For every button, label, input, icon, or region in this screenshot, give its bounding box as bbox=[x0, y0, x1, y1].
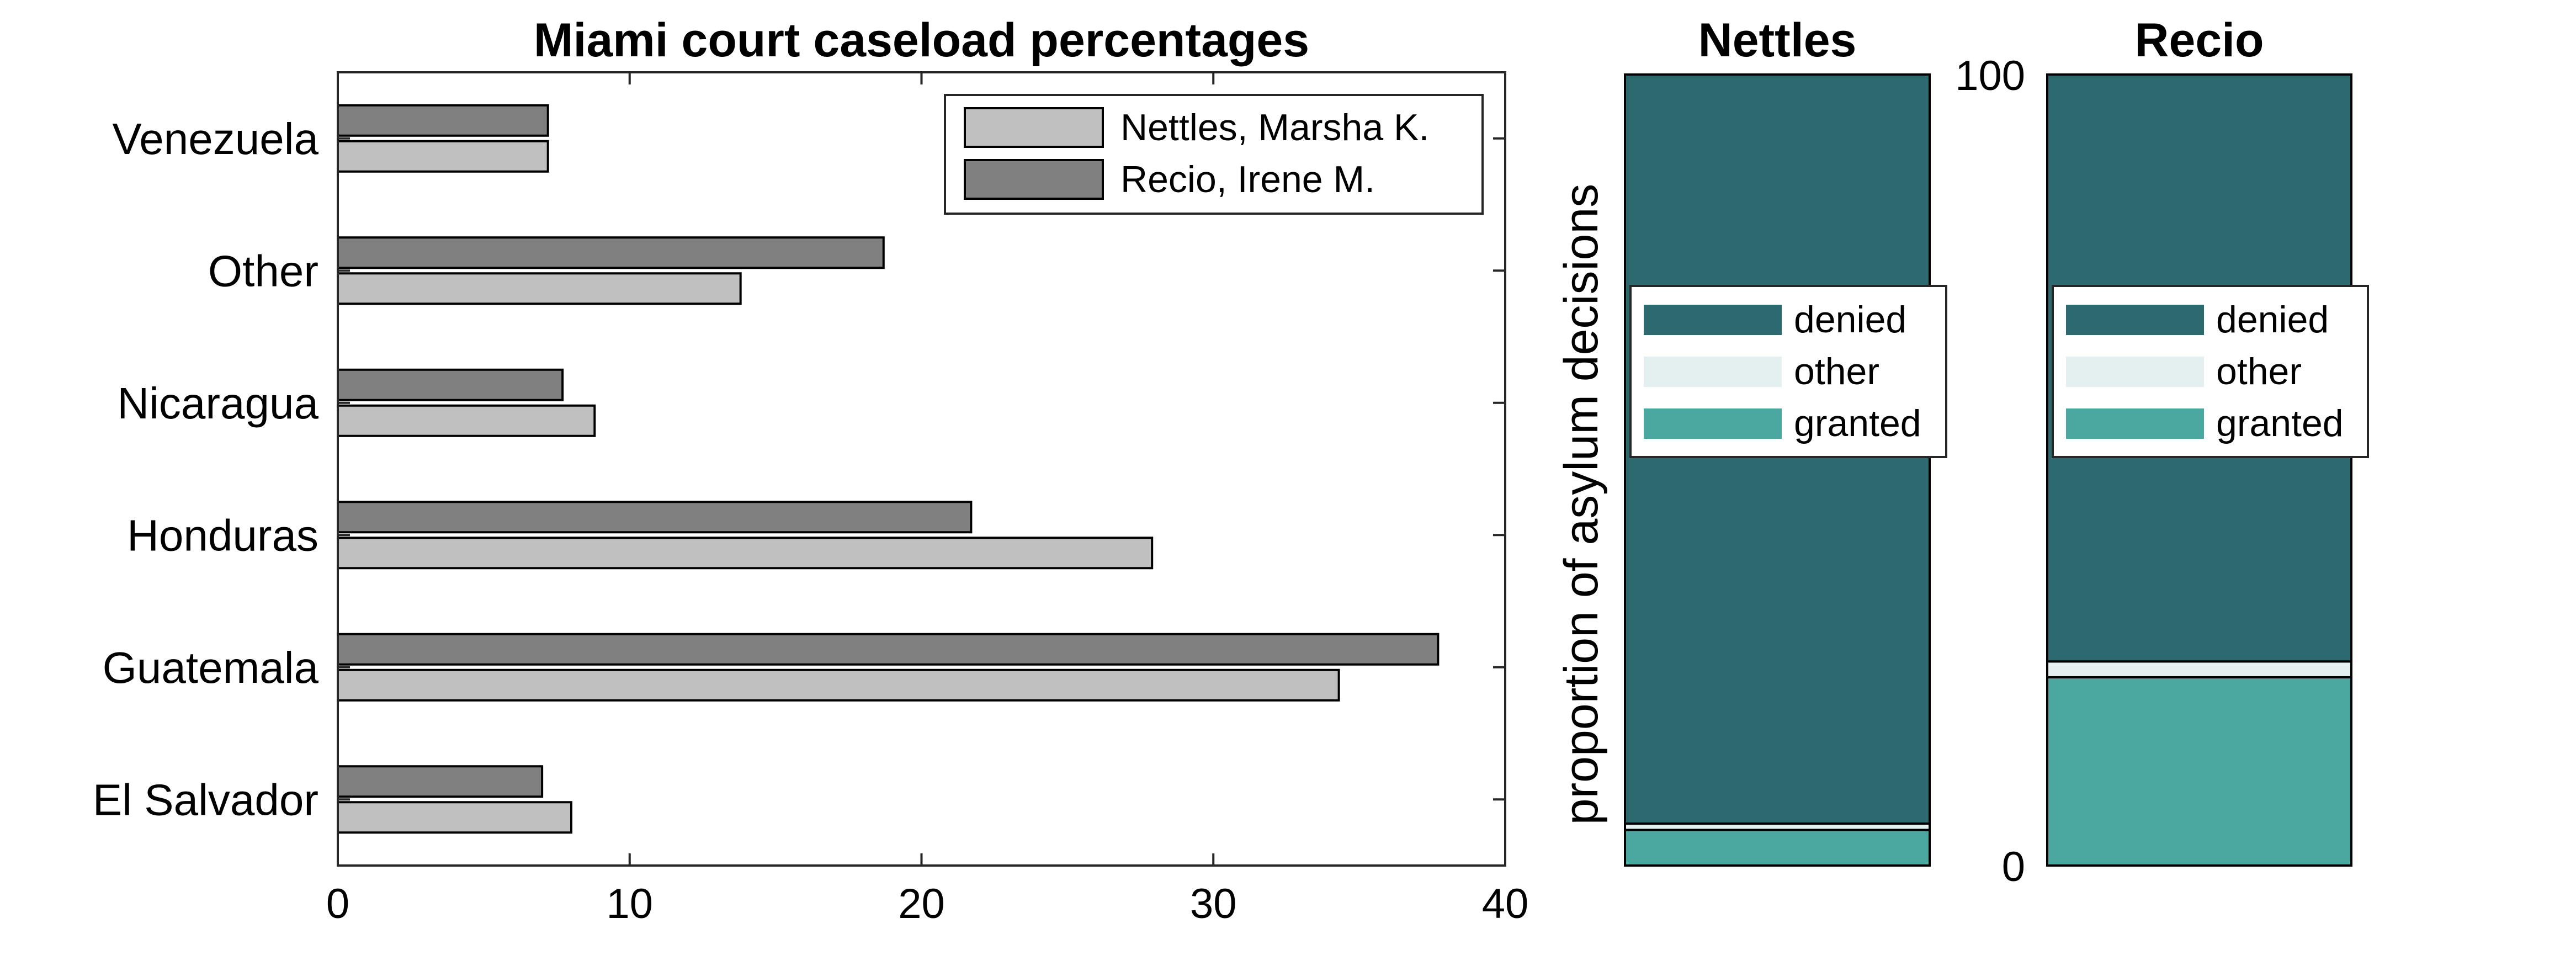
legend-label-recio-irene-m: Recio, Irene M. bbox=[1120, 158, 1375, 200]
category-label-venezuela: Venezuela bbox=[112, 114, 318, 163]
bar-recio-irene-m-guatemala bbox=[337, 633, 1440, 666]
bar-nettles-marsha-k-nicaragua bbox=[337, 404, 596, 437]
xtick-label: 30 bbox=[1190, 880, 1237, 927]
bar-nettles-marsha-k-other bbox=[337, 272, 742, 305]
legend-label-other-nettles: other bbox=[1794, 351, 1879, 392]
legend-label-denied-recio: denied bbox=[2216, 299, 2329, 341]
xtick-label: 10 bbox=[606, 880, 653, 927]
legend-label-granted-nettles: granted bbox=[1794, 402, 1921, 444]
bar-recio-irene-m-honduras bbox=[337, 501, 973, 534]
ytick-label-100: 100 bbox=[1955, 52, 2025, 99]
legend-swatch-granted-nettles bbox=[1644, 408, 1782, 439]
stack-frame-recio bbox=[2046, 73, 2352, 867]
legend-label-other-recio: other bbox=[2216, 351, 2302, 392]
recio-stacked-chart: Recio 0 100 denied other granted bbox=[1955, 14, 2369, 890]
legend-label-granted-recio: granted bbox=[2216, 402, 2344, 444]
legend-label-nettles-marsha-k: Nettles, Marsha K. bbox=[1120, 107, 1429, 148]
nettles-stacked-chart: Nettles proportion of asylum decisions den… bbox=[1555, 14, 1947, 867]
legend-swatch-denied-recio bbox=[2066, 305, 2204, 335]
stack-frame-nettles bbox=[1624, 73, 1931, 867]
bar-nettles-marsha-k-honduras bbox=[337, 537, 1154, 570]
legend-swatch-nettles-marsha-k bbox=[964, 107, 1104, 148]
legend-swatch-other-recio bbox=[2066, 357, 2204, 387]
bar-recio-irene-m-el-salvador bbox=[337, 765, 544, 798]
y-axis-label: proportion of asylum decisions bbox=[1555, 184, 1608, 825]
legend-swatch-denied-nettles bbox=[1644, 305, 1782, 335]
category-label-nicaragua: Nicaragua bbox=[117, 379, 318, 428]
category-label-guatemala: Guatemala bbox=[103, 643, 319, 692]
bar-nettles-marsha-k-guatemala bbox=[337, 668, 1340, 702]
bar-nettles-marsha-k-venezuela bbox=[337, 140, 549, 173]
xtick-label: 20 bbox=[898, 880, 945, 927]
xtick-label: 40 bbox=[1482, 880, 1529, 927]
caseload-bar-chart: Miami court caseload percentages Venezuel… bbox=[93, 14, 1528, 927]
legend-swatch-recio-irene-m bbox=[964, 159, 1104, 200]
legend-label-denied-nettles: denied bbox=[1794, 299, 1906, 341]
category-label-honduras: Honduras bbox=[127, 511, 318, 560]
bar-recio-irene-m-nicaragua bbox=[337, 368, 564, 401]
legend-swatch-other-nettles bbox=[1644, 357, 1782, 387]
panel-title-recio: Recio bbox=[2134, 14, 2264, 67]
segment-other-recio bbox=[2046, 660, 2352, 678]
category-label-el-salvador: El Salvador bbox=[93, 775, 318, 824]
chart-title: Miami court caseload percentages bbox=[534, 14, 1309, 67]
category-label-other: Other bbox=[208, 246, 318, 295]
segment-granted-nettles bbox=[1624, 829, 1931, 867]
xtick-label: 0 bbox=[326, 880, 349, 927]
legend-swatch-granted-recio bbox=[2066, 408, 2204, 439]
bar-recio-irene-m-other bbox=[337, 236, 885, 269]
ytick-label-0: 0 bbox=[2002, 843, 2025, 890]
panel-title-nettles: Nettles bbox=[1698, 14, 1857, 67]
segment-granted-recio bbox=[2046, 676, 2352, 867]
bar-nettles-marsha-k-el-salvador bbox=[337, 801, 572, 834]
bar-recio-irene-m-venezuela bbox=[337, 104, 549, 137]
